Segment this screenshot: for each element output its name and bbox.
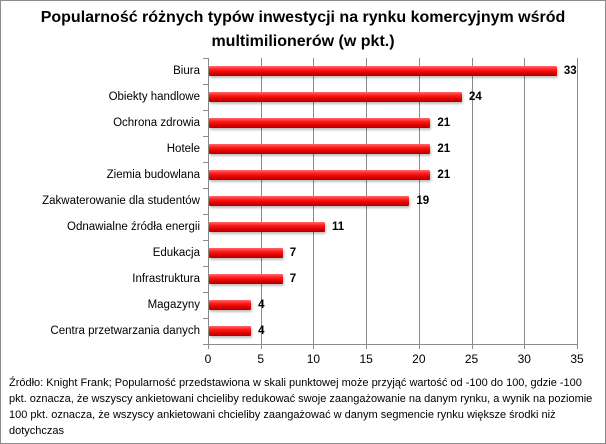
x-tick-label: 15 xyxy=(359,352,373,366)
y-tick xyxy=(203,84,208,85)
y-tick xyxy=(203,344,208,345)
gridline xyxy=(418,58,420,344)
y-tick xyxy=(203,110,208,111)
data-label: 21 xyxy=(437,143,451,155)
data-label: 19 xyxy=(416,195,430,207)
plot-area: 33 24 21 21 21 19 11 7 7 4 4 xyxy=(203,58,578,349)
source-note: Źródło: Knight Frank; Popularność przeds… xyxy=(9,377,593,437)
category-label: Magazyny xyxy=(147,299,200,311)
y-tick xyxy=(203,162,208,163)
bar xyxy=(209,300,252,310)
data-label: 4 xyxy=(258,299,265,311)
bar xyxy=(209,170,431,180)
x-tick xyxy=(260,344,262,349)
category-label: Obiekty handlowe xyxy=(108,91,200,103)
data-label: 21 xyxy=(437,169,451,181)
x-tick xyxy=(418,344,420,349)
category-label: Zakwaterowanie dla studentów xyxy=(42,195,200,207)
data-label: 21 xyxy=(437,117,451,129)
x-tick-label: 25 xyxy=(464,352,479,366)
x-tick xyxy=(366,344,368,349)
category-label: Odnawialne źródła energii xyxy=(67,221,200,233)
category-label: Ziemia budowlana xyxy=(106,169,200,181)
bar xyxy=(209,222,325,232)
y-tick xyxy=(203,318,208,319)
category-label: Hotele xyxy=(166,143,200,155)
category-label: Biura xyxy=(173,65,200,77)
x-tick-label: 0 xyxy=(204,352,212,366)
x-tick xyxy=(577,344,578,349)
category-label: Ochrona zdrowia xyxy=(113,117,200,129)
bar xyxy=(209,326,252,336)
data-label: 24 xyxy=(469,91,482,103)
bar xyxy=(209,196,410,206)
bar xyxy=(209,274,283,284)
x-tick-label: 10 xyxy=(306,352,321,366)
bar xyxy=(209,248,283,258)
x-tick-label: 30 xyxy=(517,352,531,366)
bar xyxy=(209,66,557,76)
category-label: Centra przetwarzania danych xyxy=(50,325,200,337)
bar xyxy=(209,144,431,154)
data-label: 7 xyxy=(289,273,297,285)
data-label: 4 xyxy=(258,325,265,337)
y-tick xyxy=(203,214,208,215)
y-tick xyxy=(203,136,208,137)
category-label: Edukacja xyxy=(152,247,200,259)
y-tick xyxy=(203,240,208,241)
y-tick xyxy=(203,188,208,189)
value-axis xyxy=(208,344,577,345)
y-tick xyxy=(203,58,208,59)
x-tick xyxy=(208,344,209,349)
category-axis xyxy=(208,58,209,344)
category-label: Infrastruktura xyxy=(132,273,200,285)
chart-title-line-2: multimilionerów (w pkt.) xyxy=(211,33,395,50)
x-tick xyxy=(471,344,473,349)
chart-title-line-1: Popularność różnych typów inwestycji na … xyxy=(40,9,566,26)
bar xyxy=(209,118,431,128)
data-label: 7 xyxy=(289,247,297,259)
x-tick xyxy=(313,344,315,349)
x-tick-label: 20 xyxy=(412,352,426,366)
gridline xyxy=(471,58,473,344)
bar xyxy=(209,92,463,102)
x-tick-label: 35 xyxy=(570,352,584,366)
gridline xyxy=(524,58,526,344)
x-tick xyxy=(524,344,526,349)
chart-title: Popularność różnych typów inwestycji na … xyxy=(0,6,606,54)
y-tick xyxy=(203,266,208,267)
data-label: 11 xyxy=(331,221,345,233)
gridline xyxy=(577,58,578,344)
x-tick-label: 5 xyxy=(257,352,265,366)
y-tick xyxy=(203,292,208,293)
data-label: 33 xyxy=(563,65,577,77)
